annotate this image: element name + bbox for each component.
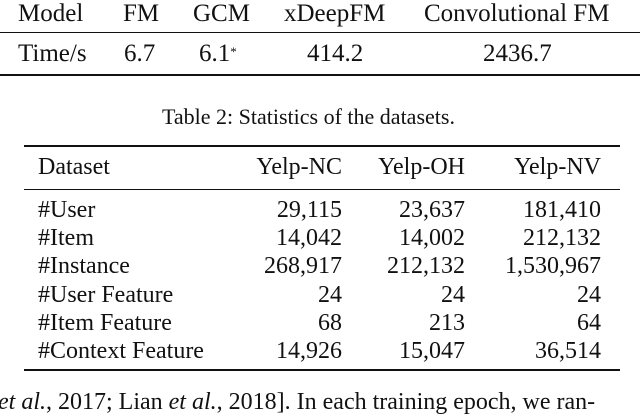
table-2-cell-yelp-nc: 268,917	[264, 253, 342, 279]
table-2-row-label: #Context Feature	[38, 338, 204, 364]
table-2-bottom-rule	[24, 369, 620, 371]
table-2-top-rule	[24, 145, 620, 147]
table-1-value-gcm-number: 6.1	[199, 40, 231, 67]
table-2-row-label: #User	[38, 197, 96, 223]
body-text-etal-1: et al.	[0, 389, 46, 415]
table-1-value-fm: 6.7	[124, 40, 156, 67]
table-2-caption: Table 2: Statistics of the datasets.	[162, 104, 455, 129]
table-2-header-yelp-nc: Yelp-NC	[256, 154, 342, 180]
table-1-header-fm: FM	[123, 0, 160, 27]
table-1-header-model: Model	[18, 0, 84, 27]
table-2-cell-yelp-oh: 213	[429, 310, 465, 336]
table-1-gcm-mark: *	[230, 44, 237, 59]
table-2-row-label: #User Feature	[38, 282, 174, 308]
table-2-cell-yelp-oh: 212,132	[387, 253, 465, 279]
table-2-row-label: #Item	[38, 225, 94, 251]
table-2-header-dataset: Dataset	[38, 154, 110, 180]
table-2-header-yelp-oh: Yelp-OH	[378, 154, 465, 180]
table-2-header-yelp-nv: Yelp-NV	[514, 154, 601, 180]
table-2-cell-yelp-oh: 14,002	[399, 225, 465, 251]
body-text-etal-2: et al.	[168, 389, 217, 415]
body-text-part-1: , 2017; Lian	[46, 389, 169, 415]
table-2-row-label: #Instance	[38, 253, 130, 279]
table-2-cell-yelp-nv: 64	[577, 310, 601, 336]
table-2-cell-yelp-nc: 24	[318, 282, 342, 308]
table-1-row-label: Time/s	[18, 40, 87, 67]
table-2-cell-yelp-nc: 29,115	[276, 197, 342, 223]
body-text-line: et al., 2017; Lian et al., 2018]. In eac…	[0, 388, 595, 416]
table-2-cell-yelp-nv: 212,132	[523, 225, 601, 251]
table-2-cell-yelp-nv: 181,410	[523, 197, 601, 223]
table-2-cell-yelp-nc: 14,926	[276, 338, 342, 364]
table-2-cell-yelp-oh: 23,637	[399, 197, 465, 223]
table-2-mid-rule	[24, 189, 620, 190]
table-2-cell-yelp-nc: 68	[318, 310, 342, 336]
table-1-header-xdeepfm: xDeepFM	[284, 0, 386, 27]
body-text-part-2: , 2018]. In each training epoch, we ran-	[216, 389, 596, 415]
table-1-value-gcm: 6.1*	[199, 40, 237, 68]
table-2-cell-yelp-nc: 14,042	[276, 225, 342, 251]
table-1-value-convolutional-fm: 2436.7	[483, 40, 552, 67]
table-1-header-gcm: GCM	[193, 0, 250, 27]
table-1-value-xdeepfm: 414.2	[307, 40, 364, 67]
table-1-mid-rule	[0, 32, 640, 33]
table-2-cell-yelp-nv: 36,514	[535, 338, 601, 364]
table-2-cell-yelp-nv: 1,530,967	[505, 253, 601, 279]
table-2-row-label: #Item Feature	[38, 310, 172, 336]
table-1-bottom-rule	[0, 74, 640, 76]
table-2-cell-yelp-oh: 15,047	[399, 338, 465, 364]
table-2-cell-yelp-oh: 24	[441, 282, 465, 308]
table-2-cell-yelp-nv: 24	[577, 282, 601, 308]
table-1-header-convolutional-fm: Convolutional FM	[424, 0, 610, 27]
